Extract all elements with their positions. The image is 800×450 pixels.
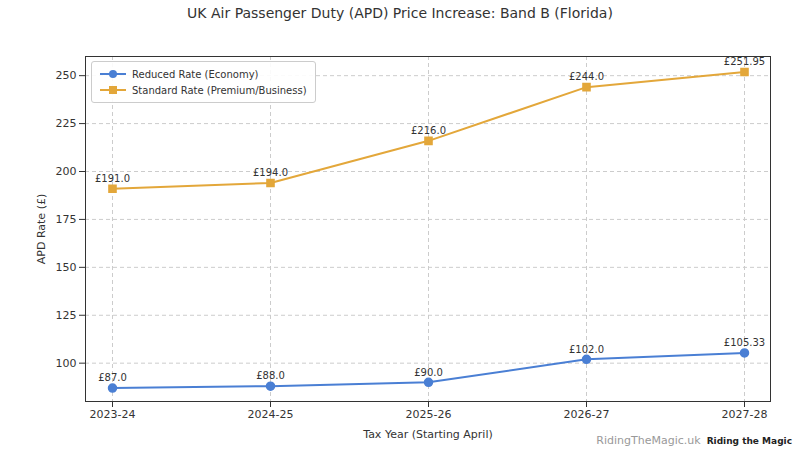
svg-text:£191.0: £191.0 [95, 173, 130, 184]
svg-text:£244.0: £244.0 [569, 71, 604, 82]
svg-text:225: 225 [56, 117, 77, 130]
svg-text:APD Rate (£): APD Rate (£) [35, 194, 48, 264]
svg-text:Tax Year (Starting April): Tax Year (Starting April) [362, 428, 493, 441]
html-text:Reduced Rate (Economy): Reduced Rate (Economy) [132, 68, 259, 80]
svg-text:2027-28: 2027-28 [722, 408, 768, 421]
svg-text:£251.95: £251.95 [724, 56, 765, 67]
svg-text:£88.0: £88.0 [256, 370, 285, 381]
svg-text:£102.0: £102.0 [569, 344, 604, 355]
svg-text:100: 100 [56, 357, 77, 370]
svg-text:£194.0: £194.0 [253, 167, 288, 178]
svg-text:200: 200 [56, 165, 77, 178]
svg-text:£90.0: £90.0 [414, 367, 443, 378]
html-text:UK Air Passenger Duty (APD) Pr: UK Air Passenger Duty (APD) Price Increa… [187, 5, 613, 21]
svg-text:175: 175 [56, 213, 77, 226]
svg-text:£105.33: £105.33 [724, 337, 765, 348]
svg-text:125: 125 [56, 309, 77, 322]
svg-text:2024-25: 2024-25 [248, 408, 294, 421]
html-text:RidingTheMagic.uk: RidingTheMagic.uk [596, 434, 701, 447]
html-text:Riding the Magic: Riding the Magic [706, 436, 792, 446]
html-text:Standard Rate (Premium/Busines: Standard Rate (Premium/Business) [132, 84, 307, 96]
svg-text:2026-27: 2026-27 [564, 408, 610, 421]
svg-text:£216.0: £216.0 [411, 125, 446, 136]
svg-text:2023-24: 2023-24 [90, 408, 136, 421]
svg-text:150: 150 [56, 261, 77, 274]
svg-text:£87.0: £87.0 [98, 372, 127, 383]
svg-text:2025-26: 2025-26 [406, 408, 452, 421]
svg-text:250: 250 [56, 69, 77, 82]
